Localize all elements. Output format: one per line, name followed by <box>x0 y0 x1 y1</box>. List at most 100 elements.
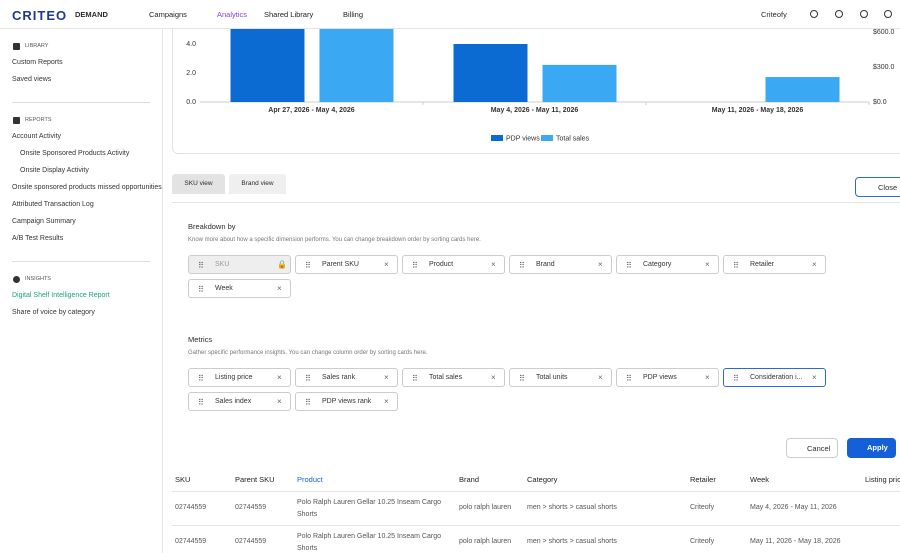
column-header[interactable]: Brand <box>459 475 480 484</box>
card[interactable]: ⠿ Week × <box>188 279 291 298</box>
remove-icon[interactable]: × <box>384 397 389 406</box>
column-header[interactable]: Category <box>527 475 558 484</box>
card[interactable]: ⠿ Total sales × <box>402 368 505 387</box>
drag-handle: ⠿ <box>412 261 418 270</box>
section-icon <box>13 117 20 124</box>
divider <box>172 525 900 526</box>
nav-icon[interactable] <box>810 10 818 18</box>
sidebar-divider <box>12 261 150 262</box>
sidebar-link[interactable]: Campaign Summary <box>12 218 76 225</box>
card[interactable]: ⠿ Listing price × <box>188 368 291 387</box>
remove-icon[interactable]: × <box>491 373 496 382</box>
x-tick-label: May 4, 2026 - May 11, 2026 <box>491 107 579 114</box>
section-icon <box>13 276 20 283</box>
nav-item[interactable]: Shared Library <box>264 10 314 19</box>
drag-handle: ⠿ <box>519 374 525 383</box>
remove-icon[interactable]: × <box>277 373 282 382</box>
remove-icon[interactable]: × <box>812 260 817 269</box>
sidebar-link[interactable]: Digital Shelf Intelligence Report <box>12 292 110 299</box>
card-label: PDP views rank <box>322 398 372 405</box>
card-label: Brand <box>536 261 555 268</box>
sidebar-link[interactable]: Share of voice by category <box>12 309 95 316</box>
remove-icon[interactable]: × <box>705 260 710 269</box>
card-label: Retailer <box>750 261 775 268</box>
chart-card <box>172 28 900 154</box>
apply-button[interactable]: Apply <box>847 438 896 458</box>
sidebar-link[interactable]: Onsite Display Activity <box>20 167 89 174</box>
sidebar-link[interactable]: Saved views <box>12 76 52 83</box>
nav-item[interactable]: Campaigns <box>149 10 187 19</box>
card[interactable]: ⠿ Category × <box>616 255 719 274</box>
remove-icon[interactable]: × <box>384 260 389 269</box>
remove-icon[interactable]: × <box>277 397 282 406</box>
close-button[interactable]: Close <box>855 177 900 197</box>
card[interactable]: ⠿ Product × <box>402 255 505 274</box>
card[interactable]: ⠿ PDP views × <box>616 368 719 387</box>
table-cell: May 4, 2026 - May 11, 2026 <box>750 504 837 511</box>
card[interactable]: ⠿ Consideration i... × <box>723 368 826 387</box>
sidebar-link[interactable]: Onsite sponsored products missed opportu… <box>12 184 162 191</box>
drag-handle: ⠿ <box>198 374 204 383</box>
drag-handle: ⠿ <box>198 261 204 270</box>
card[interactable]: ⠿ Sales rank × <box>295 368 398 387</box>
logo[interactable]: CRITEO <box>12 8 68 23</box>
nav-icon[interactable] <box>884 10 892 18</box>
drag-handle: ⠿ <box>198 398 204 407</box>
card-label: Listing price <box>215 374 253 381</box>
remove-icon[interactable]: × <box>598 260 603 269</box>
sidebar-link[interactable]: A/B Test Results <box>12 235 64 242</box>
table-cell: men > shorts > casual shorts <box>527 504 617 511</box>
retailer-search[interactable]: Criteofy <box>761 10 787 19</box>
y-tick-label: 0.0 <box>186 99 196 106</box>
tab[interactable]: SKU view <box>172 174 225 194</box>
y2-tick-label: $0.0 <box>873 99 887 106</box>
column-header[interactable]: SKU <box>175 475 191 484</box>
column-header[interactable]: Week <box>750 475 770 484</box>
section-title: LIBRARY <box>25 43 49 49</box>
table-cell: Criteofy <box>690 538 715 545</box>
card[interactable]: ⠿ Retailer × <box>723 255 826 274</box>
column-header[interactable]: Product <box>297 475 323 484</box>
section-description: Gather specific performance insights. Yo… <box>188 350 428 356</box>
table-cell: Polo Ralph Lauren Gellar 10.25 Inseam Ca… <box>297 499 441 518</box>
sidebar-divider <box>12 102 150 103</box>
table-cell: 02744559 <box>175 538 207 545</box>
nav-icon[interactable] <box>835 10 843 18</box>
cancel-button[interactable]: Cancel <box>786 438 838 458</box>
card[interactable]: ⠿ Parent SKU × <box>295 255 398 274</box>
remove-icon[interactable]: × <box>384 373 389 382</box>
card-label: SKU <box>215 261 230 268</box>
column-header[interactable]: Retailer <box>690 475 716 484</box>
nav-icon[interactable] <box>860 10 868 18</box>
remove-icon[interactable]: × <box>491 260 496 269</box>
account-switch[interactable]: DEMAND <box>75 10 108 19</box>
bar <box>765 77 840 102</box>
bar <box>230 15 305 102</box>
sidebar-link[interactable]: Onsite Sponsored Products Activity <box>20 150 130 157</box>
card[interactable]: ⠿ Sales index × <box>188 392 291 411</box>
card[interactable]: ⠿ SKU 🔒 <box>188 255 291 274</box>
sidebar-link[interactable]: Account Activity <box>12 133 62 140</box>
card-label: Sales rank <box>322 374 356 381</box>
tab[interactable]: Brand view <box>229 174 286 194</box>
card[interactable]: ⠿ Brand × <box>509 255 612 274</box>
column-header[interactable]: Parent SKU <box>235 475 275 484</box>
column-header[interactable]: Listing price <box>865 475 900 484</box>
remove-icon[interactable]: × <box>277 284 282 293</box>
drag-handle: ⠿ <box>412 374 418 383</box>
sidebar-link[interactable]: Attributed Transaction Log <box>12 201 94 208</box>
legend-label: PDP views <box>506 135 540 142</box>
card[interactable]: ⠿ PDP views rank × <box>295 392 398 411</box>
card-label: Category <box>643 261 672 268</box>
nav-item[interactable]: Analytics <box>217 10 248 19</box>
nav-item[interactable]: Billing <box>343 10 364 19</box>
y-tick-label: 4.0 <box>186 41 196 48</box>
remove-icon[interactable]: × <box>812 373 817 382</box>
section-title: REPORTS <box>25 117 52 123</box>
card[interactable]: ⠿ Total units × <box>509 368 612 387</box>
x-tick-label: May 11, 2026 - May 18, 2026 <box>712 107 804 114</box>
remove-icon[interactable]: × <box>705 373 710 382</box>
sidebar-link[interactable]: Custom Reports <box>12 59 63 66</box>
remove-icon[interactable]: × <box>598 373 603 382</box>
